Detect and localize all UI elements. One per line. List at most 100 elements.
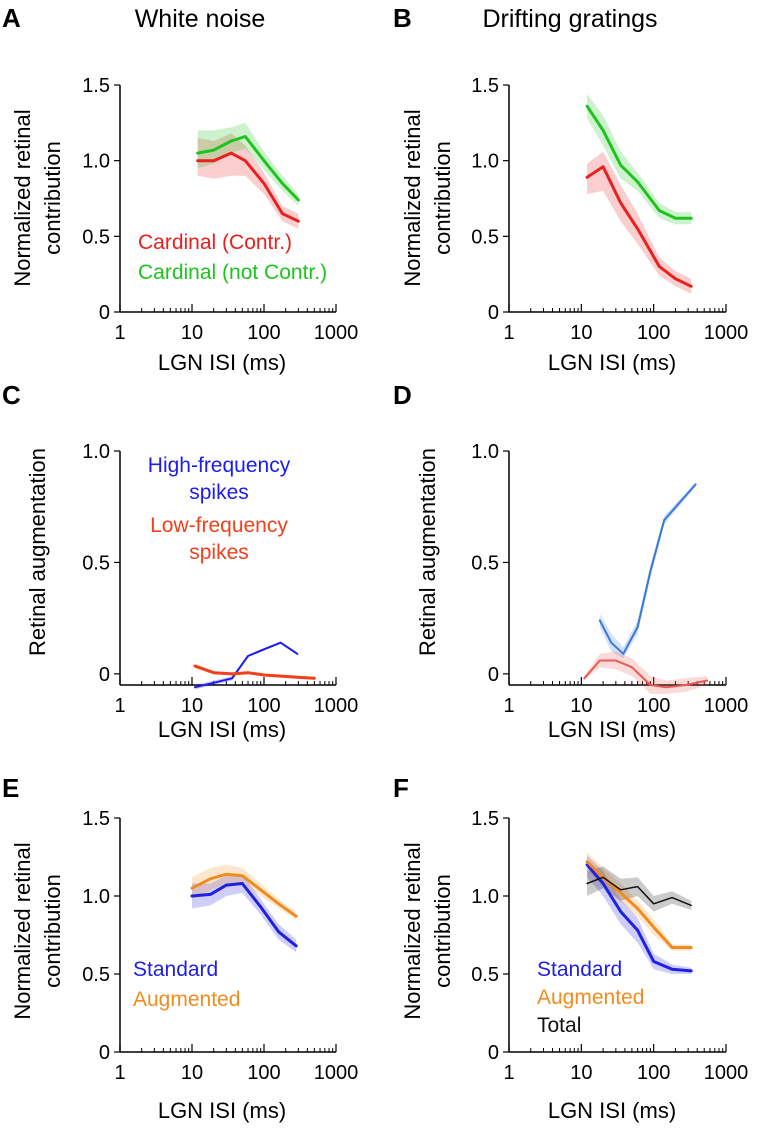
y-tick-label: 0.5 bbox=[82, 964, 110, 986]
y-tick-label: 0 bbox=[99, 302, 110, 324]
y-tick-label: 1.0 bbox=[82, 886, 110, 908]
x-tick-label: 1 bbox=[503, 322, 514, 344]
x-tick-label: 10 bbox=[570, 322, 592, 344]
y-tick-label: 0.5 bbox=[471, 226, 499, 248]
panel-label: C bbox=[2, 380, 21, 410]
panel-a: A Normalized retinal contribution LGN IS… bbox=[2, 3, 358, 375]
panel-label: F bbox=[393, 773, 409, 803]
y-tick-label: 0 bbox=[488, 1042, 499, 1064]
x-axis-label: LGN ISI (ms) bbox=[548, 717, 676, 742]
x-tick-label: 100 bbox=[247, 1062, 280, 1084]
series-1-error-band bbox=[587, 852, 692, 951]
legend-label-high-frequency-line1: High-frequency bbox=[148, 454, 291, 477]
panel-label: E bbox=[2, 773, 19, 803]
column-title-white-noise: White noise bbox=[135, 5, 266, 33]
y-tick-label: 0.5 bbox=[471, 964, 499, 986]
panel-e: E Normalized retinal contribution LGN IS… bbox=[2, 773, 358, 1123]
y-tick-label: 0.5 bbox=[82, 226, 110, 248]
x-tick-label: 10 bbox=[181, 322, 203, 344]
y-axis-label-line2: contribution bbox=[430, 141, 455, 255]
x-axis-label: LGN ISI (ms) bbox=[158, 717, 286, 742]
series-1-line bbox=[193, 664, 316, 680]
panel-f: F Normalized retinal contribution LGN IS… bbox=[393, 773, 748, 1123]
x-tick-label: 100 bbox=[637, 322, 670, 344]
column-title-drifting-gratings: Drifting gratings bbox=[482, 5, 657, 33]
legend-label-cardinal-contr: Cardinal (Contr.) bbox=[138, 231, 292, 254]
series-1-error-band bbox=[584, 651, 708, 694]
y-tick-label: 0 bbox=[488, 302, 499, 324]
y-tick-label: 1.0 bbox=[471, 886, 499, 908]
panel-b: B Normalized retinal contribution LGN IS… bbox=[393, 3, 748, 375]
y-axis-label-line1: Normalized retinal bbox=[10, 842, 35, 1019]
x-tick-label: 1 bbox=[114, 1062, 125, 1084]
series-0-line bbox=[194, 641, 299, 689]
plot-area: 0 0.5 1.0 1.5 1 10 100 1000 bbox=[82, 808, 358, 1084]
x-tick-label: 1000 bbox=[314, 322, 359, 344]
x-tick-label: 1000 bbox=[314, 1062, 359, 1084]
series-0-line bbox=[598, 483, 697, 655]
legend-label-low-frequency-line2: spikes bbox=[189, 541, 249, 564]
y-tick-label: 1.0 bbox=[471, 151, 499, 173]
series-1-line bbox=[196, 135, 300, 202]
y-tick-label: 0.5 bbox=[471, 552, 499, 574]
x-tick-label: 10 bbox=[181, 1062, 203, 1084]
y-axis-label: Retinal augmentation bbox=[415, 448, 440, 656]
legend-label-low-frequency-line1: Low-frequency bbox=[150, 514, 288, 537]
series-1-line bbox=[190, 872, 298, 918]
y-axis-label-line1: Normalized retinal bbox=[400, 109, 425, 286]
series-0-line bbox=[585, 863, 693, 973]
x-tick-label: 100 bbox=[247, 695, 280, 717]
series-2-line bbox=[586, 876, 692, 907]
plot-area: 0 0.5 1.0 1.5 1 10 100 1000 bbox=[471, 75, 748, 344]
series-0-line bbox=[585, 104, 693, 220]
y-tick-label: 1.0 bbox=[82, 441, 110, 463]
x-tick-label: 1000 bbox=[704, 695, 749, 717]
legend-label-standard: Standard bbox=[537, 958, 622, 981]
legend-label-high-frequency-line2: spikes bbox=[189, 481, 249, 504]
y-axis-label-line1: Normalized retinal bbox=[10, 109, 35, 286]
series-0-line bbox=[196, 151, 300, 223]
series-0-error-band bbox=[195, 641, 298, 690]
plot-area: 0 0.5 1.0 1.5 1 10 100 1000 bbox=[471, 808, 748, 1084]
panel-c: C Retinal augmentation LGN ISI (ms) 0 0.5… bbox=[2, 380, 358, 742]
panel-label: A bbox=[2, 3, 21, 33]
y-tick-label: 1.5 bbox=[82, 808, 110, 830]
panel-label: B bbox=[393, 3, 412, 33]
y-axis-label-line2: contribution bbox=[40, 141, 65, 255]
y-tick-label: 1.5 bbox=[471, 808, 499, 830]
x-tick-label: 1 bbox=[114, 322, 125, 344]
series-1-line bbox=[583, 659, 709, 689]
x-tick-label: 100 bbox=[637, 1062, 670, 1084]
y-axis-label-line2: contribution bbox=[430, 874, 455, 988]
y-tick-label: 1.0 bbox=[82, 151, 110, 173]
x-tick-label: 10 bbox=[181, 695, 203, 717]
y-tick-label: 0.5 bbox=[82, 552, 110, 574]
x-tick-label: 100 bbox=[637, 695, 670, 717]
y-tick-label: 0 bbox=[99, 1042, 110, 1064]
x-axis-label: LGN ISI (ms) bbox=[548, 350, 676, 375]
plot-area: 0 0.5 1.0 1 10 100 1000 bbox=[471, 441, 748, 717]
y-tick-label: 0 bbox=[99, 664, 110, 686]
x-tick-label: 10 bbox=[570, 695, 592, 717]
panel-d: D Retinal augmentation LGN ISI (ms) 0 0.5… bbox=[393, 380, 748, 742]
x-tick-label: 10 bbox=[570, 1062, 592, 1084]
x-tick-label: 1 bbox=[503, 695, 514, 717]
x-tick-label: 100 bbox=[247, 322, 280, 344]
series-0-error-band bbox=[599, 482, 696, 659]
legend-label-augmented: Augmented bbox=[537, 986, 644, 1009]
plot-area: 0 0.5 1.0 1 10 100 1000 bbox=[82, 441, 358, 717]
series-1-error-band bbox=[192, 864, 297, 920]
panel-label: D bbox=[393, 380, 412, 410]
x-tick-label: 1000 bbox=[704, 1062, 749, 1084]
legend-label-augmented: Augmented bbox=[133, 988, 240, 1011]
series-1-error-band bbox=[197, 122, 299, 207]
legend-label-total: Total bbox=[537, 1014, 581, 1037]
series-0-error-band bbox=[587, 855, 692, 974]
x-tick-label: 1000 bbox=[314, 695, 359, 717]
series-0-error-band bbox=[192, 874, 297, 953]
y-axis-label-line1: Normalized retinal bbox=[400, 842, 425, 1019]
series-0-line bbox=[190, 882, 298, 948]
x-axis-label: LGN ISI (ms) bbox=[158, 350, 286, 375]
y-tick-label: 1.5 bbox=[471, 75, 499, 97]
